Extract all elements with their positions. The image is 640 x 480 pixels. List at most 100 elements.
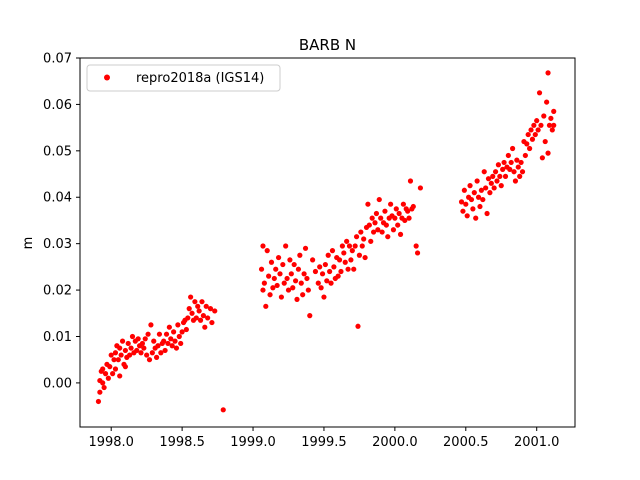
data-point <box>277 271 283 277</box>
chart-title: BARB N <box>299 36 356 54</box>
data-point <box>302 245 309 251</box>
data-point <box>497 173 503 179</box>
x-tick-label: 1998.5 <box>159 435 205 450</box>
data-point <box>162 347 168 354</box>
data-point <box>278 294 284 300</box>
data-point <box>393 206 399 212</box>
data-point <box>487 190 493 196</box>
data-point <box>534 118 540 124</box>
data-point <box>200 313 206 319</box>
data-point <box>112 366 119 372</box>
data-point <box>546 122 553 128</box>
data-point <box>385 234 391 240</box>
data-point <box>519 169 526 175</box>
data-point <box>463 201 469 207</box>
data-point <box>528 127 534 133</box>
data-point <box>544 99 550 105</box>
y-tick-label: 0.02 <box>43 284 72 299</box>
data-point <box>353 234 360 240</box>
data-point <box>458 199 465 205</box>
data-point <box>107 364 113 370</box>
data-point <box>122 347 128 354</box>
y-tick-label: 0.06 <box>43 98 72 113</box>
data-point <box>335 273 341 279</box>
data-point <box>307 313 313 319</box>
data-point <box>297 252 303 258</box>
data-point <box>464 213 470 219</box>
data-point <box>365 201 371 207</box>
data-point <box>382 208 388 214</box>
legend-label: repro2018a (IGS14) <box>136 71 264 86</box>
data-point <box>545 70 551 76</box>
data-point <box>171 329 177 335</box>
data-point <box>281 280 287 286</box>
data-point <box>258 266 265 272</box>
data-point <box>471 190 477 196</box>
data-point <box>196 308 202 314</box>
data-point <box>100 380 106 386</box>
data-point <box>271 275 277 282</box>
data-point <box>179 329 185 335</box>
data-point <box>110 371 116 377</box>
data-point <box>186 306 192 312</box>
data-point <box>322 261 328 268</box>
data-point <box>280 261 286 268</box>
data-point <box>331 264 337 270</box>
data-point <box>161 338 167 344</box>
data-point <box>128 345 134 351</box>
data-point <box>146 357 153 363</box>
data-point <box>117 373 123 379</box>
data-point <box>348 257 354 263</box>
data-point <box>551 108 557 114</box>
x-tick-label: 2000.5 <box>443 435 489 450</box>
data-point <box>325 252 331 258</box>
data-point <box>375 227 381 233</box>
data-point <box>524 141 530 147</box>
data-point <box>134 347 140 354</box>
data-point <box>144 352 150 358</box>
data-point <box>362 254 368 261</box>
data-point <box>111 357 117 363</box>
data-point <box>175 322 181 328</box>
data-point <box>100 366 106 372</box>
y-tick-label: 0.03 <box>43 237 72 252</box>
data-point <box>545 150 551 156</box>
data-point <box>488 180 494 186</box>
data-point <box>501 159 507 166</box>
data-point <box>413 243 419 249</box>
data-point <box>359 243 365 249</box>
data-point <box>369 215 375 221</box>
data-point <box>312 268 319 275</box>
data-point <box>529 136 536 142</box>
data-point <box>480 196 486 203</box>
data-point <box>291 261 297 268</box>
data-point <box>260 287 266 293</box>
x-tick-label: 1998.0 <box>88 435 134 450</box>
x-tick-label: 1999.0 <box>230 435 276 450</box>
data-point <box>267 292 273 298</box>
data-point <box>304 275 310 282</box>
data-point <box>151 338 157 344</box>
data-point <box>263 303 269 309</box>
data-point <box>390 227 397 233</box>
data-point <box>511 169 517 175</box>
data-point <box>505 152 511 159</box>
data-point <box>141 345 147 351</box>
data-point <box>512 178 519 184</box>
data-point <box>119 338 126 344</box>
data-point <box>477 203 483 210</box>
data-point <box>461 187 467 193</box>
x-axis-ticks: 1998.0 1998.5 1999.0 1999.5 2000.0 2000.5 2001… <box>88 427 559 450</box>
data-point <box>173 345 180 351</box>
data-point <box>274 282 280 289</box>
data-point <box>366 222 372 228</box>
data-point <box>400 201 406 207</box>
data-point <box>270 285 276 291</box>
data-point <box>473 215 479 221</box>
data-point <box>97 389 103 395</box>
data-point <box>373 210 380 217</box>
data-point <box>514 157 520 163</box>
data-point <box>525 131 531 138</box>
data-point <box>492 169 499 175</box>
